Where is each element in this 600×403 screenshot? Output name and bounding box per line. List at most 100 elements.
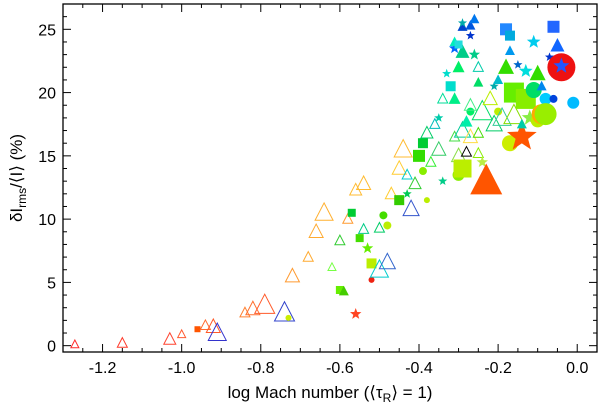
data-point-square — [547, 20, 560, 33]
data-point-square — [417, 138, 428, 149]
data-point-triangle-open — [408, 176, 422, 190]
data-point-triangle — [469, 13, 480, 24]
data-point-triangle — [493, 74, 504, 85]
data-point-circle — [466, 107, 475, 116]
data-point-triangle-open — [207, 322, 228, 341]
data-point-square — [394, 195, 405, 206]
data-point-triangle-open — [420, 125, 434, 139]
y-tick-label: 10 — [38, 212, 56, 229]
data-point-star — [521, 109, 538, 125]
y-axis-label: δIrms/⟨I⟩ (%) — [7, 134, 29, 222]
data-point-triangle-open — [425, 155, 437, 167]
data-point-star — [465, 30, 475, 40]
x-tick-label: -0.4 — [405, 360, 433, 377]
plot-frame — [62, 3, 598, 353]
data-point-triangle — [498, 58, 515, 74]
data-point-circle — [285, 314, 292, 321]
data-point-triangle-open — [485, 114, 503, 132]
data-point-circle — [539, 92, 552, 105]
data-point-triangle-open — [401, 168, 413, 180]
data-point-star — [468, 48, 481, 60]
data-point-triangle-open — [384, 186, 399, 200]
data-point-square — [366, 258, 377, 269]
x-tick-label: -0.2 — [484, 360, 512, 377]
data-point-triangle — [460, 115, 473, 127]
data-point-star — [544, 52, 555, 62]
data-point-triangle-open — [472, 146, 485, 158]
data-point-triangle — [338, 285, 349, 296]
data-point-star — [553, 57, 570, 73]
data-point-star — [513, 59, 523, 69]
data-point-triangle-open — [327, 261, 337, 272]
data-point-triangle-open — [314, 201, 334, 221]
data-point-star — [518, 63, 533, 77]
data-point-circle — [368, 276, 375, 283]
data-point-square — [347, 208, 356, 217]
data-point-square — [355, 234, 364, 243]
data-point-triangle-open — [402, 199, 420, 217]
data-point-triangle-open — [492, 106, 512, 126]
data-point-circle — [383, 221, 392, 230]
data-point-square — [453, 159, 472, 178]
data-point-triangle-open — [245, 300, 261, 316]
data-point-triangle — [516, 118, 527, 129]
data-point-triangle-open — [472, 126, 485, 138]
data-point-triangle — [448, 92, 461, 104]
data-point-triangle-open — [393, 138, 414, 158]
data-point-triangle-open — [205, 317, 222, 333]
data-point-circle — [567, 96, 580, 109]
data-point-square — [413, 149, 425, 162]
data-point-circle — [494, 107, 503, 116]
data-point-circle — [534, 103, 557, 126]
data-point-square — [335, 285, 344, 294]
data-point-triangle-open — [391, 159, 408, 175]
data-point-star — [442, 68, 452, 78]
data-point-circle — [525, 82, 542, 99]
data-point-triangle-open — [453, 120, 472, 138]
data-point-triangle — [457, 21, 468, 31]
y-tick-label: 25 — [38, 22, 56, 39]
data-point-square — [454, 40, 463, 49]
data-point-triangle — [455, 44, 470, 58]
data-point-triangle-open — [355, 174, 372, 190]
data-point-triangle-open — [428, 117, 441, 129]
data-point-triangle-open — [460, 145, 473, 157]
data-point-triangle-open — [430, 140, 447, 156]
x-tick-label: 0.0 — [566, 360, 588, 377]
x-tick-label: -1.0 — [168, 360, 196, 377]
data-point-triangle — [473, 76, 484, 87]
data-point-triangle-open — [162, 331, 177, 345]
data-point-circle — [418, 167, 427, 176]
data-point-star — [402, 189, 412, 198]
data-point-triangle-open — [273, 300, 296, 322]
data-point-triangle-open — [199, 318, 212, 331]
data-point-triangle — [536, 80, 547, 91]
data-point-triangle-open — [302, 250, 315, 262]
data-point-triangle-open — [357, 222, 370, 234]
data-point-circle — [549, 94, 558, 103]
data-point-square — [445, 81, 456, 92]
data-point-square — [194, 326, 201, 333]
data-point-triangle-open — [373, 221, 386, 233]
y-tick-label: 20 — [38, 86, 56, 103]
data-point-triangle-open — [378, 252, 397, 270]
data-point-triangle-open — [253, 293, 276, 314]
data-point-circle — [379, 211, 388, 220]
data-point-star — [476, 156, 488, 168]
data-point-triangle-open — [436, 92, 449, 104]
data-point-triangle-open — [472, 60, 485, 72]
data-point-triangle-open — [176, 328, 187, 339]
y-tick-label: 0 — [47, 339, 56, 356]
data-points-layer — [70, 13, 580, 349]
data-point-triangle-open — [463, 97, 478, 111]
data-point-star — [361, 242, 374, 254]
x-tick-label: -1.2 — [89, 360, 117, 377]
data-point-triangle-open — [284, 267, 301, 283]
data-point-triangle — [529, 64, 546, 81]
data-point-star — [350, 308, 362, 319]
data-point-square — [504, 30, 515, 41]
data-point-triangle-open — [70, 338, 80, 349]
x-axis-label: log Mach number (⟨τR⟩ = 1) — [228, 383, 433, 403]
